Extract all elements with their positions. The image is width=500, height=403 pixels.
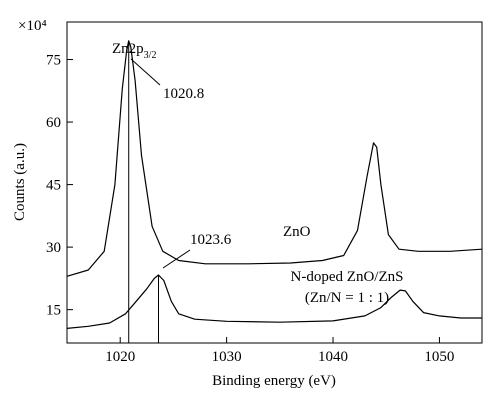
marker-label-1020-8: 1020.8 — [163, 86, 204, 102]
marker-1023-6-leader-line — [162, 249, 191, 269]
zn2p-label: Zn2p3/2 — [112, 41, 156, 61]
y-tick: 15 — [46, 303, 73, 319]
marker-label-1023-6: 1023.6 — [190, 232, 232, 248]
x-tick: 1050 — [424, 337, 454, 365]
y-tick: 75 — [46, 53, 73, 69]
series-lines — [66, 40, 483, 329]
x-axis-title: Binding energy (eV) — [212, 373, 336, 389]
peak-marker-lines — [128, 40, 160, 343]
doped-series-label-line2: (Zn/N = 1 : 1) — [305, 290, 389, 306]
zno-series-label: ZnO — [283, 224, 311, 240]
x-tick-label: 1030 — [212, 349, 242, 365]
doped-series-label-line1: N-doped ZnO/ZnS — [291, 269, 404, 285]
series-line-zno — [66, 40, 483, 277]
y-tick-label: 60 — [46, 115, 61, 131]
x-tick-label: 1020 — [105, 349, 135, 365]
x-tick-label: 1050 — [424, 349, 454, 365]
y-axis-title: Counts (a.u.) — [12, 143, 28, 221]
y-axis-ticks: 15 30 45 60 75 — [46, 53, 73, 319]
y-tick-label: 15 — [46, 303, 61, 319]
zn2p-leader-line — [130, 58, 161, 86]
x-tick-label: 1040 — [318, 349, 348, 365]
zn2p-label-main: Zn2p — [112, 41, 144, 57]
y-tick-label: 75 — [46, 53, 61, 69]
x-axis-ticks: 1020 1030 1040 1050 — [105, 337, 454, 365]
x-tick: 1030 — [212, 337, 242, 365]
series-line-n-doped-zno-zns — [66, 274, 482, 329]
y-tick-label: 30 — [46, 240, 61, 256]
y-multiplier-label: ×10⁴ — [18, 18, 47, 34]
x-tick: 1020 — [105, 337, 135, 365]
y-tick: 45 — [46, 178, 73, 194]
zn2p-label-sub: 3/2 — [144, 50, 157, 61]
y-tick: 60 — [46, 115, 73, 131]
y-tick-label: 45 — [46, 178, 61, 194]
x-tick: 1040 — [318, 337, 348, 365]
plot-frame — [66, 21, 483, 344]
y-tick: 30 — [46, 240, 73, 256]
